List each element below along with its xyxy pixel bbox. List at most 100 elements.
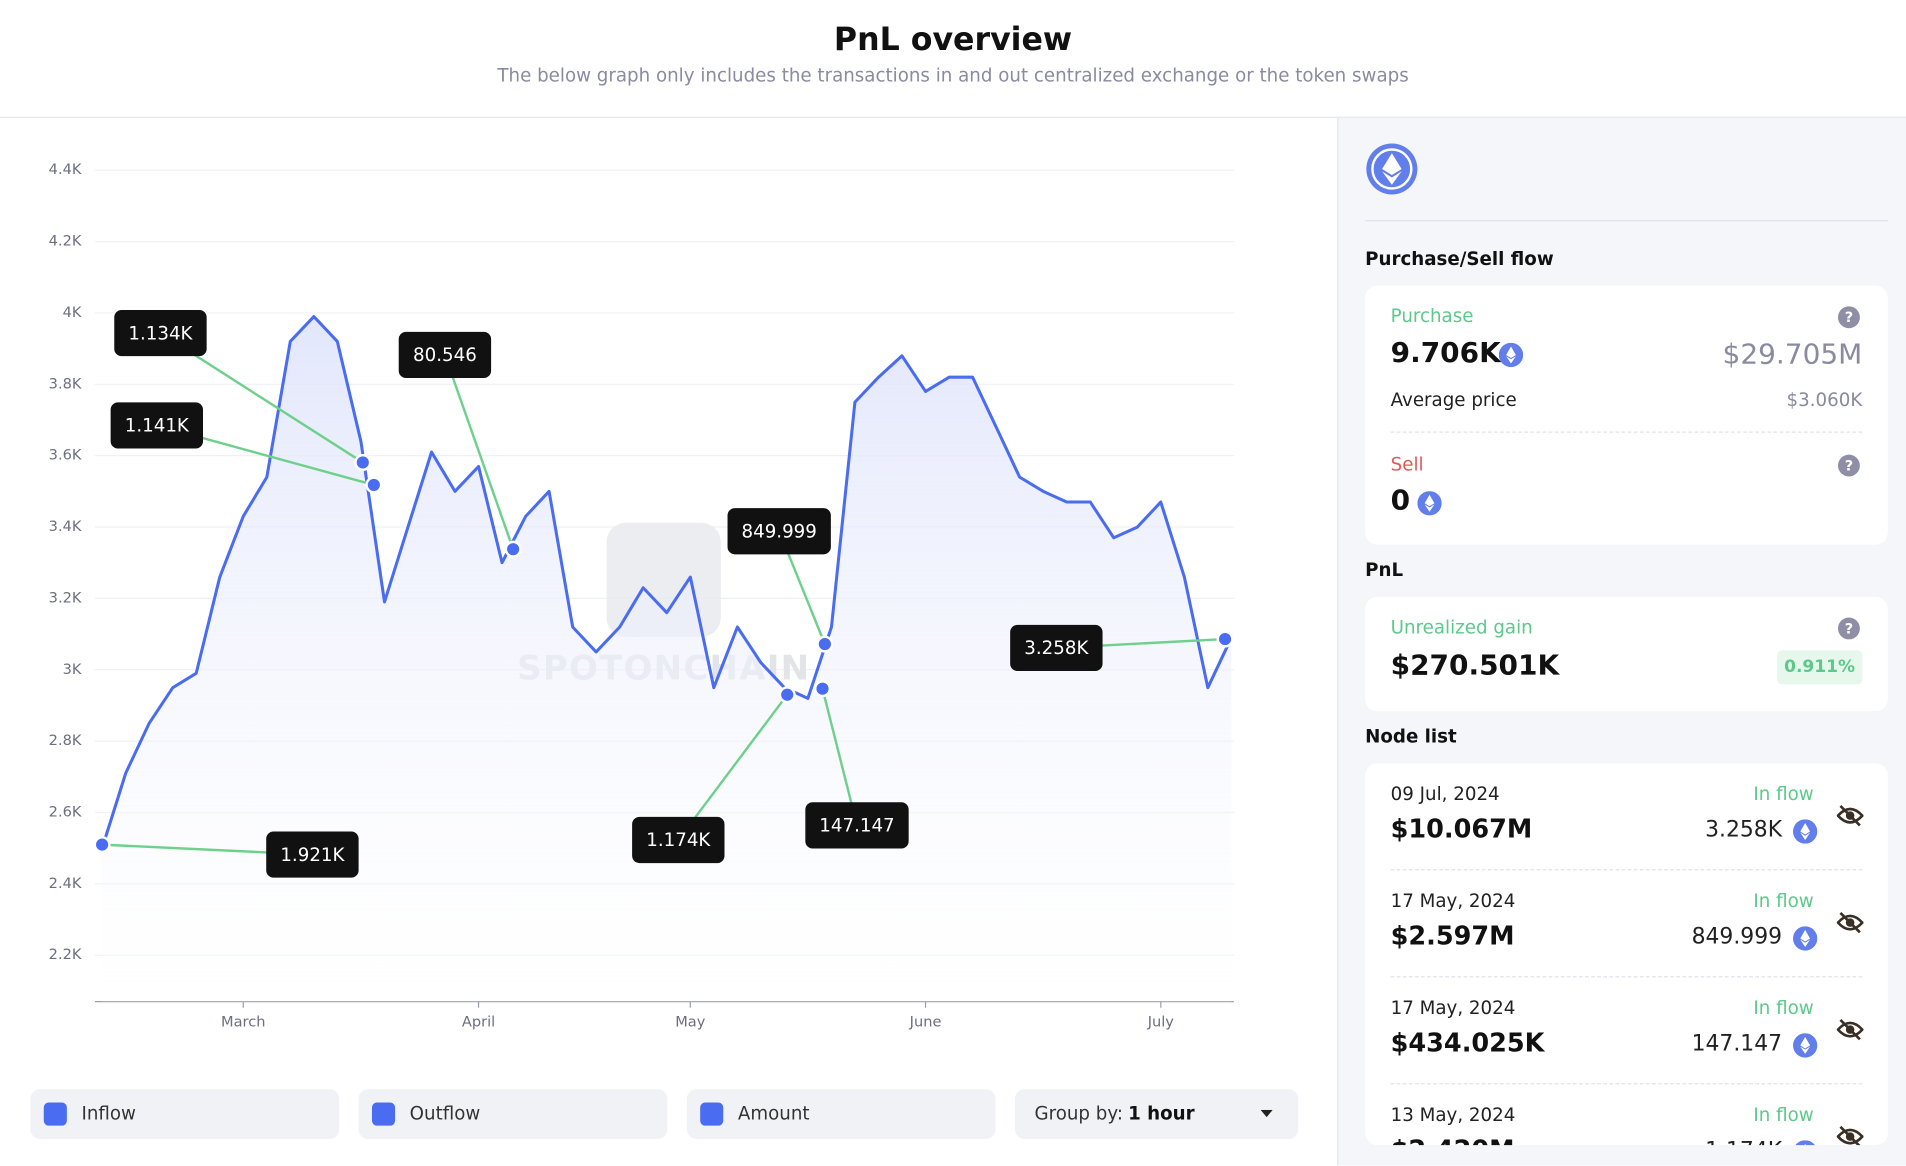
annotation-box [632,816,725,864]
purchase-usd: $29.705M [1722,339,1863,371]
gain-value: $270.501K [1390,650,1560,682]
node-amount: 3.258K [1705,816,1783,843]
annotation-marker [354,453,372,471]
purchase-amount: 9.706K [1390,337,1501,370]
node-date: 13 May, 2024 [1390,1103,1516,1126]
pnl-card: Unrealized gain ? $270.501K 0.911% [1365,596,1888,712]
checkbox[interactable] [43,1102,67,1126]
node-amount: 849.999 [1691,923,1783,950]
section-title: PnL [1365,559,1404,582]
amount-toggle[interactable]: Amount [686,1089,996,1140]
annotation-marker [1216,630,1234,648]
hide-toggle[interactable] [1836,911,1865,939]
annotation-marker [813,680,832,698]
annotation-label: 849.999 [742,521,817,542]
node-usd: $10.067M [1390,814,1533,844]
eth-icon [1793,1033,1818,1062]
y-tick-label: 3.2K [49,589,82,606]
help-icon[interactable]: ? [1837,454,1860,477]
section-title: Node list [1365,725,1457,748]
purchase-label: Purchase [1390,305,1474,327]
node-usd: $434.025K [1390,1028,1545,1058]
divider [1390,1083,1863,1085]
outflow-toggle[interactable]: Outflow [358,1089,668,1140]
divider [1390,431,1863,433]
annotation-box [110,402,204,449]
node-usd: $2.597M [1390,921,1515,951]
group-by-select[interactable]: Group by: 1 hour [1015,1089,1299,1140]
avg-value: $3.060K [1786,388,1863,411]
gain-percent: 0.911% [1776,650,1863,685]
annotation-label: 3.258K [1024,638,1089,659]
avg-label: Average price [1390,388,1517,411]
annotation-marker [93,836,111,854]
eth-icon [1498,342,1524,368]
annotation-box [1010,624,1103,672]
node-row: 13 May, 2024 In flow $2.420M 1.174K [1365,1084,1888,1146]
node-date: 09 Jul, 2024 [1390,782,1500,805]
y-tick-label: 2.2K [49,946,82,963]
y-tick-label: 4K [63,304,82,321]
line [100,315,1233,849]
annotation-label: 80.546 [413,345,477,366]
page-title: PnL overview [833,21,1073,59]
divider [1390,869,1863,871]
annotation-box [805,802,909,849]
node-row: 17 May, 2024 In flow $434.025K 147.147 [1365,977,1888,1085]
annotation-marker [504,540,522,558]
divider [1365,220,1888,222]
annotation-connector [677,694,789,841]
checkbox[interactable] [700,1102,724,1126]
toggle-label: Outflow [409,1102,481,1125]
dropdown-arrow [1260,1109,1273,1118]
annotation-label: 1.174K [646,830,711,851]
area [102,316,1232,1002]
select-value: 1 hour [1128,1102,1195,1125]
x-tick-label: March [221,1013,265,1030]
toggle-label: Inflow [81,1102,136,1125]
side-panel: Purchase/Sell flow Purchase ? 9.706K $29… [1337,117,1906,1166]
x-tick-label: July [1147,1013,1175,1030]
sell-label: Sell [1390,453,1424,476]
y-tick-label: 2.8K [49,732,82,749]
annotation-label: 1.134K [128,323,193,344]
annotation-marker [778,686,796,704]
flow-card: Purchase ? 9.706K $29.705M Average price… [1365,285,1888,545]
node-date: 17 May, 2024 [1390,889,1516,912]
annotation-label: 147.147 [819,816,894,837]
hide-toggle[interactable] [1836,1125,1865,1146]
annotation-box [727,508,831,555]
eth-icon [1793,819,1818,848]
checkbox[interactable] [371,1102,396,1126]
hide-toggle[interactable] [1836,1018,1865,1046]
sell-amount: 0 [1390,485,1411,517]
y-tick-label: 4.4K [49,161,82,178]
eth-icon [1417,491,1442,516]
node-kind: In flow [1753,1103,1814,1126]
y-tick-label: 3.4K [49,518,82,535]
gain-label: Unrealized gain [1390,616,1533,639]
annotation-label: 1.921K [280,845,345,866]
node-usd: $2.420M [1391,1135,1515,1145]
annotation-connector [443,354,515,550]
toggle-label: Amount [737,1102,810,1125]
y-tick-label: 2.6K [49,804,82,821]
node-list: 09 Jul, 2024 In flow $10.067M 3.258K 17 May,… [1365,763,1888,1146]
annotation-box [398,331,492,379]
eth-icon [1793,926,1818,955]
node-date: 17 May, 2024 [1390,996,1516,1019]
inflow-toggle[interactable]: Inflow [30,1089,340,1140]
node-kind: In flow [1753,996,1814,1019]
hide-toggle[interactable] [1836,804,1865,832]
divider [1390,976,1863,978]
x-tick-label: June [909,1013,942,1030]
node-row: 09 Jul, 2024 In flow $10.067M 3.258K [1365,763,1888,871]
chart: 2.2K 2.4K 2.6K 2.8K 3K 3.2K 3.4K 3.6K 3.8K 4K 4.2K… [49,161,1234,1030]
section-title: Purchase/Sell flow [1365,247,1554,270]
node-kind: In flow [1753,889,1814,912]
y-tick-label: 3.6K [49,447,82,464]
help-icon[interactable]: ? [1837,306,1860,329]
y-tick-label: 3K [63,661,82,678]
help-icon[interactable]: ? [1837,617,1860,640]
